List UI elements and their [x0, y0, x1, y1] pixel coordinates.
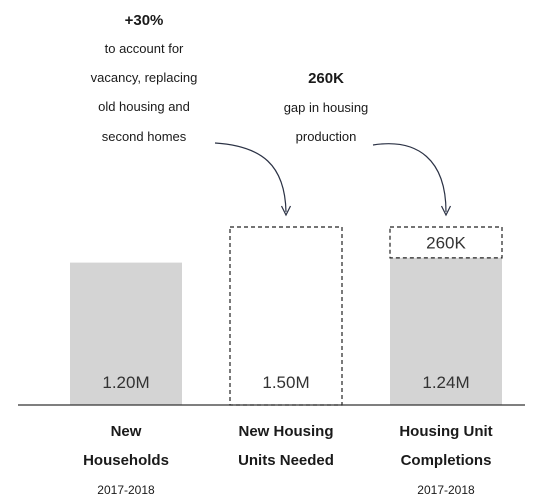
- category-name: Units Needed: [238, 452, 334, 469]
- annotation-vacancy-line: to account for: [105, 41, 184, 56]
- bars-layer: 1.20M 1.50M 260K 1.24M: [70, 226, 503, 406]
- annotation-gap-arrow: [372, 143, 447, 213]
- annotation-vacancy-headline: +30%: [125, 12, 164, 29]
- category-name: Housing Unit: [399, 423, 492, 440]
- category-period: 2017-2018: [417, 483, 475, 497]
- arrowhead-icon: [440, 205, 452, 217]
- gap-segment: [389, 226, 503, 259]
- category-name: New: [111, 423, 142, 440]
- annotation-gap: 260K gap in housing production: [284, 70, 452, 217]
- annotation-gap-headline: 260K: [308, 70, 344, 87]
- bar-value-label: 1.50M: [262, 373, 309, 392]
- category-labels: New Households 2017-2018 New Housing Units N…: [83, 423, 493, 497]
- annotation-gap-line: production: [296, 129, 357, 144]
- annotation-vacancy-line: second homes: [102, 129, 187, 144]
- bar-housing-unit-completions: [390, 257, 502, 405]
- gap-segment-label: 260K: [426, 233, 466, 252]
- category-period: 2017-2018: [97, 483, 155, 497]
- category-name: Households: [83, 452, 169, 469]
- bar-value-label: 1.20M: [102, 373, 149, 392]
- category-name: Completions: [401, 452, 492, 469]
- category-name: New Housing: [238, 423, 333, 440]
- bar-value-label: 1.24M: [422, 373, 469, 392]
- arrowhead-icon: [280, 205, 292, 217]
- annotation-vacancy: +30% to account for vacancy, replacing o…: [91, 12, 292, 217]
- annotation-gap-line: gap in housing: [284, 100, 369, 115]
- annotation-vacancy-line: vacancy, replacing: [91, 70, 198, 85]
- annotation-vacancy-arrow: [214, 142, 287, 213]
- annotation-vacancy-line: old housing and: [98, 99, 190, 114]
- bar-new-households: [70, 262, 182, 405]
